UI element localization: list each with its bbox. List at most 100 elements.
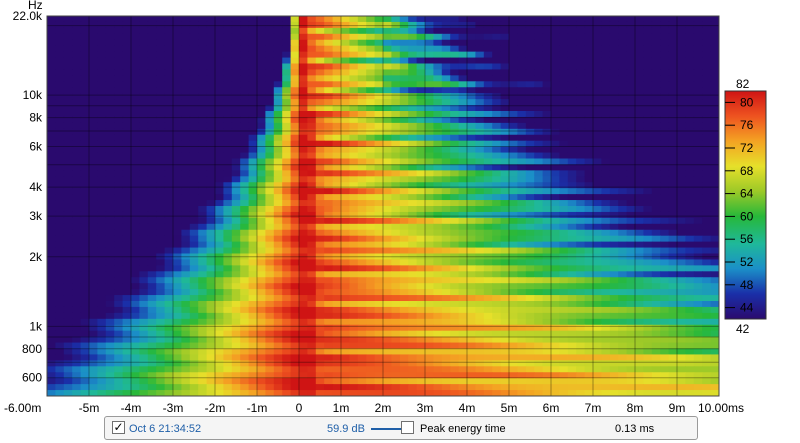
heatmap-cell [80, 360, 90, 367]
heatmap-cell [500, 146, 510, 154]
heatmap-cell [651, 229, 661, 237]
heatmap-cell [131, 69, 140, 76]
heatmap-cell [483, 372, 493, 379]
heatmap-cell [315, 342, 325, 350]
heatmap-cell [89, 81, 98, 88]
heatmap-cell [357, 152, 367, 160]
heatmap-cell [399, 324, 409, 332]
heatmap-cell [458, 271, 468, 278]
heatmap-cell [173, 164, 182, 171]
heatmap-cell [131, 75, 140, 82]
heatmap-cell [517, 289, 527, 296]
heatmap-cell [475, 259, 485, 266]
heatmap-cell [374, 366, 384, 373]
heatmap-cell [97, 188, 107, 195]
heatmap-cell [408, 116, 418, 124]
heatmap-cell [483, 211, 493, 219]
heatmap-cell [609, 348, 619, 356]
heatmap-cell [576, 146, 586, 154]
heatmap-cell [618, 295, 628, 302]
heatmap-cell [668, 164, 678, 171]
heatmap-cell [189, 372, 199, 379]
heatmap-cell [231, 259, 241, 266]
heatmap-cell [483, 182, 493, 189]
heatmap-cell [416, 277, 426, 284]
heatmap-cell [693, 217, 703, 225]
heatmap-cell [509, 57, 518, 65]
heatmap-cell [467, 253, 476, 261]
heatmap-cell [164, 289, 174, 296]
heatmap-cell [702, 200, 712, 207]
heatmap-cell [710, 235, 719, 243]
heatmap-cell [181, 241, 191, 249]
heatmap-cell [332, 128, 342, 136]
heatmap-cell [677, 194, 686, 201]
heatmap-cell [273, 146, 283, 154]
heatmap-cell [307, 330, 317, 338]
heatmap-cell [282, 21, 292, 29]
heatmap-cell [147, 176, 157, 183]
heatmap-cell [567, 33, 577, 41]
heatmap-cell [366, 277, 376, 284]
heatmap-cell [206, 176, 216, 183]
heatmap-cell [693, 342, 703, 350]
heatmap-cell [441, 146, 451, 154]
heatmap-cell [357, 87, 367, 94]
heatmap-cell [635, 182, 644, 189]
heatmap-cell [693, 146, 703, 154]
heatmap-cell [618, 318, 628, 326]
heatmap-cell [366, 206, 376, 213]
heatmap-cell [635, 354, 644, 361]
heatmap-cell [525, 360, 535, 367]
heatmap-cell [164, 45, 174, 53]
heatmap-cell [139, 146, 149, 154]
heatmap-cell [399, 265, 409, 272]
heatmap-cell [450, 283, 460, 290]
heatmap-cell [441, 182, 451, 189]
heatmap-cell [189, 134, 199, 142]
heatmap-cell [139, 241, 149, 249]
heatmap-cell [198, 21, 208, 29]
heatmap-cell [391, 277, 401, 284]
heatmap-cell [567, 188, 577, 195]
heatmap-cell [534, 211, 544, 219]
heatmap-cell [341, 330, 350, 338]
heatmap-cell [265, 75, 275, 82]
heatmap-cell [467, 33, 476, 41]
heatmap-cell [156, 217, 166, 225]
heatmap-cell [374, 51, 384, 59]
heatmap-cell [450, 241, 460, 249]
heatmap-cell [651, 324, 661, 332]
heatmap-cell [198, 57, 208, 65]
heatmap-cell [450, 194, 460, 201]
heatmap-cell [349, 111, 359, 118]
heatmap-cell [315, 295, 325, 302]
heatmap-cell [282, 128, 292, 136]
heatmap-cell [206, 194, 216, 201]
heatmap-cell [576, 265, 586, 272]
heatmap-cell [63, 378, 73, 385]
heatmap-cell [290, 259, 300, 266]
heatmap-cell [248, 223, 258, 231]
heatmap-cell [601, 111, 611, 118]
heatmap-cell [366, 158, 376, 166]
heatmap-cell [97, 81, 107, 88]
heatmap-cell [206, 206, 216, 213]
heatmap-cell [685, 372, 695, 379]
heatmap-cell [324, 170, 334, 177]
heatmap-cell [164, 378, 174, 385]
heatmap-cell [567, 164, 577, 171]
heatmap-cell [173, 348, 182, 356]
heatmap-cell [315, 217, 325, 225]
heatmap-cell [467, 342, 476, 350]
heatmap-cell [139, 122, 149, 130]
heatmap-cell [643, 301, 653, 308]
heatmap-cell [534, 194, 544, 201]
heatmap-cell [383, 247, 392, 255]
heatmap-cell [156, 146, 166, 154]
heatmap-cell [315, 21, 325, 29]
heatmap-cell [475, 128, 485, 136]
heatmap-cell [391, 69, 401, 76]
heatmap-cell [139, 99, 149, 106]
heatmap-cell [47, 223, 56, 231]
